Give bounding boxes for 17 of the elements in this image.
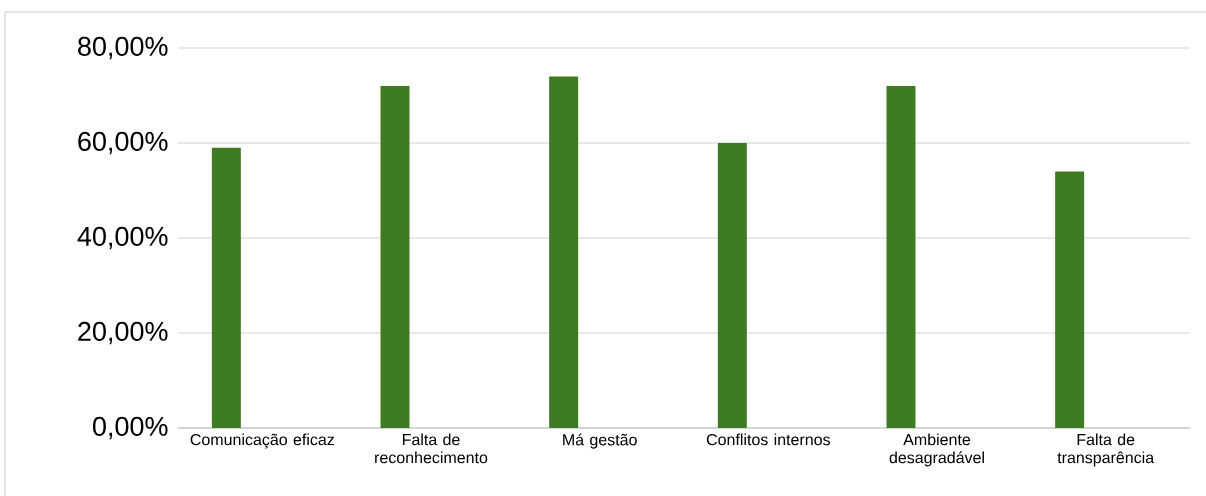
y-tick-label: 60,00%	[78, 131, 168, 155]
y-tick-label: 80,00%	[78, 36, 168, 60]
x-tick-label: Falta de transparência	[1057, 433, 1155, 467]
bar	[886, 86, 916, 428]
bar	[1055, 171, 1085, 428]
y-tick-label: 40,00%	[77, 226, 168, 250]
x-tick-label: Falta de reconhecimento	[375, 433, 488, 464]
bar	[211, 147, 241, 428]
x-tick-label: Ambiente desagradável	[889, 433, 984, 467]
bar	[380, 86, 410, 428]
y-tick-label: 20,00%	[78, 321, 168, 345]
x-tick-label: Conflitos internos	[706, 433, 830, 446]
x-tick-label: Má gestão	[563, 433, 637, 449]
bar	[717, 143, 747, 428]
x-tick-label: Comunicação eficaz	[190, 433, 334, 449]
bar	[549, 76, 579, 428]
y-tick-label: 0,00%	[92, 416, 168, 440]
